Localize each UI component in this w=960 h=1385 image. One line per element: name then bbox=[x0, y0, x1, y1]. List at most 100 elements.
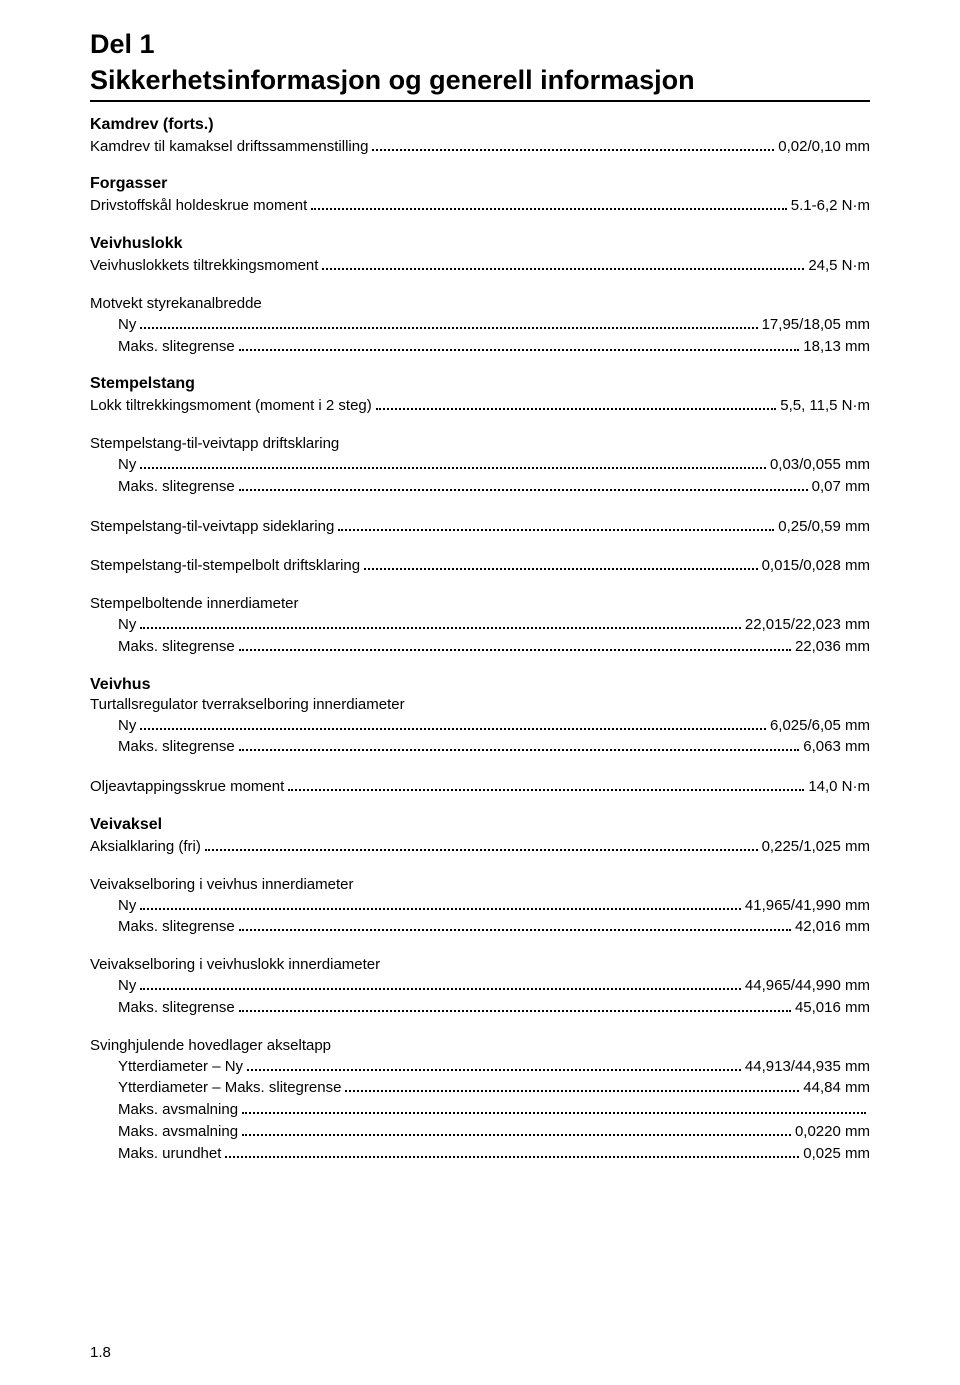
spec-veivhus-olje: Oljeavtappingsskrue moment 14,0 N·m bbox=[90, 776, 870, 798]
spec-motvekt-ny: Ny 17,95/18,05 mm bbox=[90, 314, 870, 336]
spec-sv-avsm: Maks. avsmalning 0,0220 mm bbox=[90, 1121, 870, 1143]
sub-veivaksel-b1: Veivakselboring i veivhus innerdiameter bbox=[90, 876, 870, 893]
value: 42,016 mm bbox=[795, 916, 870, 938]
label: Ytterdiameter – Maks. slitegrense bbox=[118, 1077, 341, 1099]
value: 0,025 mm bbox=[803, 1143, 870, 1165]
spec-b1-ny: Ny 41,965/41,990 mm bbox=[90, 895, 870, 917]
spec-sv-urund: Maks. urundhet 0,025 mm bbox=[90, 1143, 870, 1165]
sub-veivhus-turtall: Turtallsregulator tverrakselboring inner… bbox=[90, 696, 870, 713]
label: Maks. avsmalning bbox=[118, 1121, 238, 1143]
label: Ny bbox=[118, 975, 136, 997]
label: Lokk tiltrekkingsmoment (moment i 2 steg… bbox=[90, 395, 372, 417]
spec-veivhus-maks: Maks. slitegrense 6,063 mm bbox=[90, 736, 870, 758]
leader-dots bbox=[311, 201, 786, 210]
label: Drivstoffskål holdeskrue moment bbox=[90, 195, 307, 217]
sub-veivaksel-b2: Veivakselboring i veivhuslokk innerdiame… bbox=[90, 956, 870, 973]
heading-kamdrev: Kamdrev (forts.) bbox=[90, 116, 870, 134]
leader-dots bbox=[247, 1062, 741, 1071]
sub-motvekt: Motvekt styrekanalbredde bbox=[90, 295, 870, 312]
leader-dots bbox=[239, 922, 791, 931]
sub-veivaksel-sving: Svinghjulende hovedlager akseltapp bbox=[90, 1037, 870, 1054]
spec-sv-ytter-ny: Ytterdiameter – Ny 44,913/44,935 mm bbox=[90, 1056, 870, 1078]
value: 14,0 N·m bbox=[808, 776, 870, 798]
heading-forgasser: Forgasser bbox=[90, 175, 870, 193]
spec-stempel-inner-maks: Maks. slitegrense 22,036 mm bbox=[90, 636, 870, 658]
label: Stempelstang-til-veivtapp sideklaring bbox=[90, 516, 334, 538]
page-number: 1.8 bbox=[90, 1344, 111, 1361]
label: Maks. avsmalning bbox=[118, 1099, 238, 1121]
value: 44,913/44,935 mm bbox=[745, 1056, 870, 1078]
spec-stempel-lokk: Lokk tiltrekkingsmoment (moment i 2 steg… bbox=[90, 395, 870, 417]
label: Maks. slitegrense bbox=[118, 997, 235, 1019]
leader-dots bbox=[225, 1149, 799, 1158]
spec-b2-ny: Ny 44,965/44,990 mm bbox=[90, 975, 870, 997]
leader-dots bbox=[239, 1003, 791, 1012]
leader-dots bbox=[345, 1083, 799, 1092]
page-title-line2: Sikkerhetsinformasjon og generell inform… bbox=[90, 64, 870, 98]
value: 0,03/0,055 mm bbox=[770, 454, 870, 476]
leader-dots bbox=[140, 460, 766, 469]
leader-dots bbox=[376, 401, 776, 410]
value: 18,13 mm bbox=[803, 336, 870, 358]
label: Maks. slitegrense bbox=[118, 476, 235, 498]
value: 24,5 N·m bbox=[808, 255, 870, 277]
label: Aksialklaring (fri) bbox=[90, 836, 201, 858]
value: 44,84 mm bbox=[803, 1077, 870, 1099]
leader-dots bbox=[288, 782, 804, 791]
leader-dots bbox=[364, 561, 757, 570]
value: 22,015/22,023 mm bbox=[745, 614, 870, 636]
leader-dots bbox=[239, 642, 791, 651]
spec-veivhus-ny: Ny 6,025/6,05 mm bbox=[90, 715, 870, 737]
label: Oljeavtappingsskrue moment bbox=[90, 776, 284, 798]
label: Ytterdiameter – Ny bbox=[118, 1056, 243, 1078]
spec-forgasser-1: Drivstoffskål holdeskrue moment 5.1-6,2 … bbox=[90, 195, 870, 217]
value: 0,02/0,10 mm bbox=[778, 136, 870, 158]
leader-dots bbox=[338, 522, 774, 531]
leader-dots bbox=[140, 620, 741, 629]
title-rule bbox=[90, 100, 870, 102]
leader-dots bbox=[242, 1127, 791, 1136]
spec-kamdrev-1: Kamdrev til kamaksel driftssammenstillin… bbox=[90, 136, 870, 158]
leader-dots bbox=[205, 842, 758, 851]
spec-veivaksel-aksial: Aksialklaring (fri) 0,225/1,025 mm bbox=[90, 836, 870, 858]
value: 0,25/0,59 mm bbox=[778, 516, 870, 538]
spec-stempel-inner-ny: Ny 22,015/22,023 mm bbox=[90, 614, 870, 636]
page-title-line1: Del 1 bbox=[90, 28, 870, 62]
leader-dots bbox=[239, 342, 800, 351]
spec-stempel-drift-maks: Maks. slitegrense 0,07 mm bbox=[90, 476, 870, 498]
sub-stempel-drift: Stempelstang-til-veivtapp driftsklaring bbox=[90, 435, 870, 452]
value: 0,015/0,028 mm bbox=[762, 555, 870, 577]
leader-dots bbox=[239, 482, 808, 491]
leader-dots bbox=[140, 721, 766, 730]
spec-veivhuslokk-1: Veivhuslokkets tiltrekkingsmoment 24,5 N… bbox=[90, 255, 870, 277]
value: 17,95/18,05 mm bbox=[762, 314, 870, 336]
value: 6,063 mm bbox=[803, 736, 870, 758]
leader-dots bbox=[140, 901, 741, 910]
label: Maks. urundhet bbox=[118, 1143, 221, 1165]
label: Ny bbox=[118, 314, 136, 336]
label: Maks. slitegrense bbox=[118, 636, 235, 658]
leader-dots bbox=[140, 981, 741, 990]
leader-dots bbox=[372, 142, 774, 151]
value: 5,5, 11,5 N·m bbox=[780, 395, 870, 417]
value: 6,025/6,05 mm bbox=[770, 715, 870, 737]
value: 0,0220 mm bbox=[795, 1121, 870, 1143]
spec-stempel-drift-ny: Ny 0,03/0,055 mm bbox=[90, 454, 870, 476]
spec-stempel-side: Stempelstang-til-veivtapp sideklaring 0,… bbox=[90, 516, 870, 538]
spec-motvekt-maks: Maks. slitegrense 18,13 mm bbox=[90, 336, 870, 358]
value: 41,965/41,990 mm bbox=[745, 895, 870, 917]
label: Maks. slitegrense bbox=[118, 916, 235, 938]
value: 45,016 mm bbox=[795, 997, 870, 1019]
label: Maks. slitegrense bbox=[118, 336, 235, 358]
label: Ny bbox=[118, 895, 136, 917]
label: Maks. slitegrense bbox=[118, 736, 235, 758]
label: Ny bbox=[118, 715, 136, 737]
label: Veivhuslokkets tiltrekkingsmoment bbox=[90, 255, 318, 277]
value: 22,036 mm bbox=[795, 636, 870, 658]
spec-sv-avsm: Maks. avsmalning bbox=[90, 1099, 870, 1121]
leader-dots bbox=[239, 742, 800, 751]
spec-sv-ytter-maks: Ytterdiameter – Maks. slitegrense 44,84 … bbox=[90, 1077, 870, 1099]
heading-veivhus: Veivhus bbox=[90, 676, 870, 694]
value: 0,07 mm bbox=[812, 476, 870, 498]
label: Stempelstang-til-stempelbolt driftsklari… bbox=[90, 555, 360, 577]
